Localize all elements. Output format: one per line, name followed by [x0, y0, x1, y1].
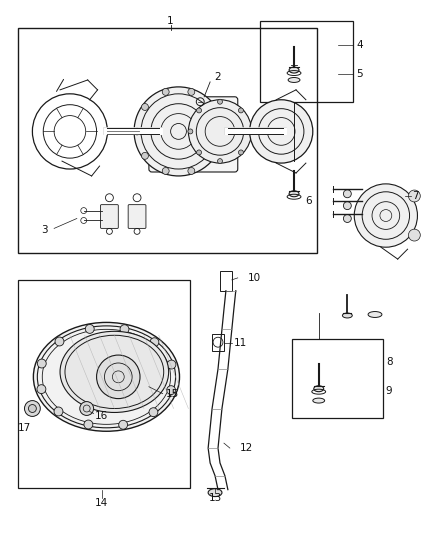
Text: 6: 6 — [306, 196, 312, 206]
Text: 8: 8 — [386, 357, 392, 367]
Circle shape — [120, 325, 129, 334]
Circle shape — [197, 150, 201, 155]
Circle shape — [37, 385, 46, 393]
Text: 13: 13 — [208, 492, 222, 503]
Circle shape — [188, 167, 195, 174]
Circle shape — [37, 359, 46, 368]
Circle shape — [162, 167, 169, 174]
Ellipse shape — [33, 322, 180, 431]
Text: 14: 14 — [95, 497, 108, 507]
Ellipse shape — [208, 489, 222, 497]
Circle shape — [216, 128, 223, 135]
Circle shape — [25, 401, 40, 416]
Circle shape — [188, 100, 251, 163]
Ellipse shape — [289, 191, 299, 197]
Circle shape — [85, 325, 94, 333]
Text: 17: 17 — [18, 423, 31, 433]
Circle shape — [343, 215, 351, 222]
Circle shape — [197, 108, 201, 113]
Text: 7: 7 — [413, 191, 419, 201]
Text: 11: 11 — [234, 338, 247, 348]
Circle shape — [134, 128, 141, 135]
Circle shape — [80, 401, 94, 415]
Ellipse shape — [313, 398, 325, 403]
Text: 2: 2 — [215, 72, 221, 82]
Circle shape — [218, 99, 223, 104]
Ellipse shape — [60, 332, 169, 413]
Circle shape — [208, 103, 215, 110]
Circle shape — [149, 408, 158, 417]
Ellipse shape — [343, 313, 352, 318]
Text: 1: 1 — [167, 15, 174, 26]
Circle shape — [167, 386, 176, 394]
Circle shape — [250, 100, 313, 163]
Circle shape — [141, 152, 148, 159]
Text: 10: 10 — [247, 273, 261, 283]
Circle shape — [119, 421, 127, 429]
Text: 3: 3 — [41, 225, 48, 236]
Circle shape — [409, 190, 420, 202]
Circle shape — [134, 87, 223, 176]
Circle shape — [55, 337, 64, 346]
Circle shape — [343, 190, 351, 198]
Circle shape — [247, 129, 252, 134]
Circle shape — [208, 152, 215, 159]
Circle shape — [188, 129, 193, 134]
Circle shape — [167, 360, 176, 369]
Text: 16: 16 — [95, 411, 108, 422]
FancyBboxPatch shape — [149, 97, 238, 172]
Ellipse shape — [288, 77, 300, 83]
Circle shape — [409, 229, 420, 241]
Circle shape — [188, 88, 195, 95]
Text: 4: 4 — [356, 41, 363, 50]
Ellipse shape — [368, 311, 382, 318]
Circle shape — [238, 108, 244, 113]
Circle shape — [150, 338, 159, 346]
Circle shape — [28, 405, 36, 413]
FancyBboxPatch shape — [128, 205, 146, 229]
Circle shape — [218, 159, 223, 164]
Circle shape — [54, 407, 63, 416]
Circle shape — [96, 355, 140, 399]
Text: 12: 12 — [240, 443, 253, 453]
Circle shape — [162, 88, 169, 95]
Circle shape — [354, 184, 417, 247]
Circle shape — [238, 150, 244, 155]
Ellipse shape — [314, 386, 324, 392]
Circle shape — [84, 420, 93, 429]
Circle shape — [343, 201, 351, 209]
FancyBboxPatch shape — [101, 205, 118, 229]
Text: 9: 9 — [386, 386, 392, 395]
Text: 5: 5 — [356, 69, 363, 79]
Ellipse shape — [289, 67, 299, 73]
Text: 15: 15 — [166, 389, 179, 399]
Circle shape — [141, 103, 148, 110]
